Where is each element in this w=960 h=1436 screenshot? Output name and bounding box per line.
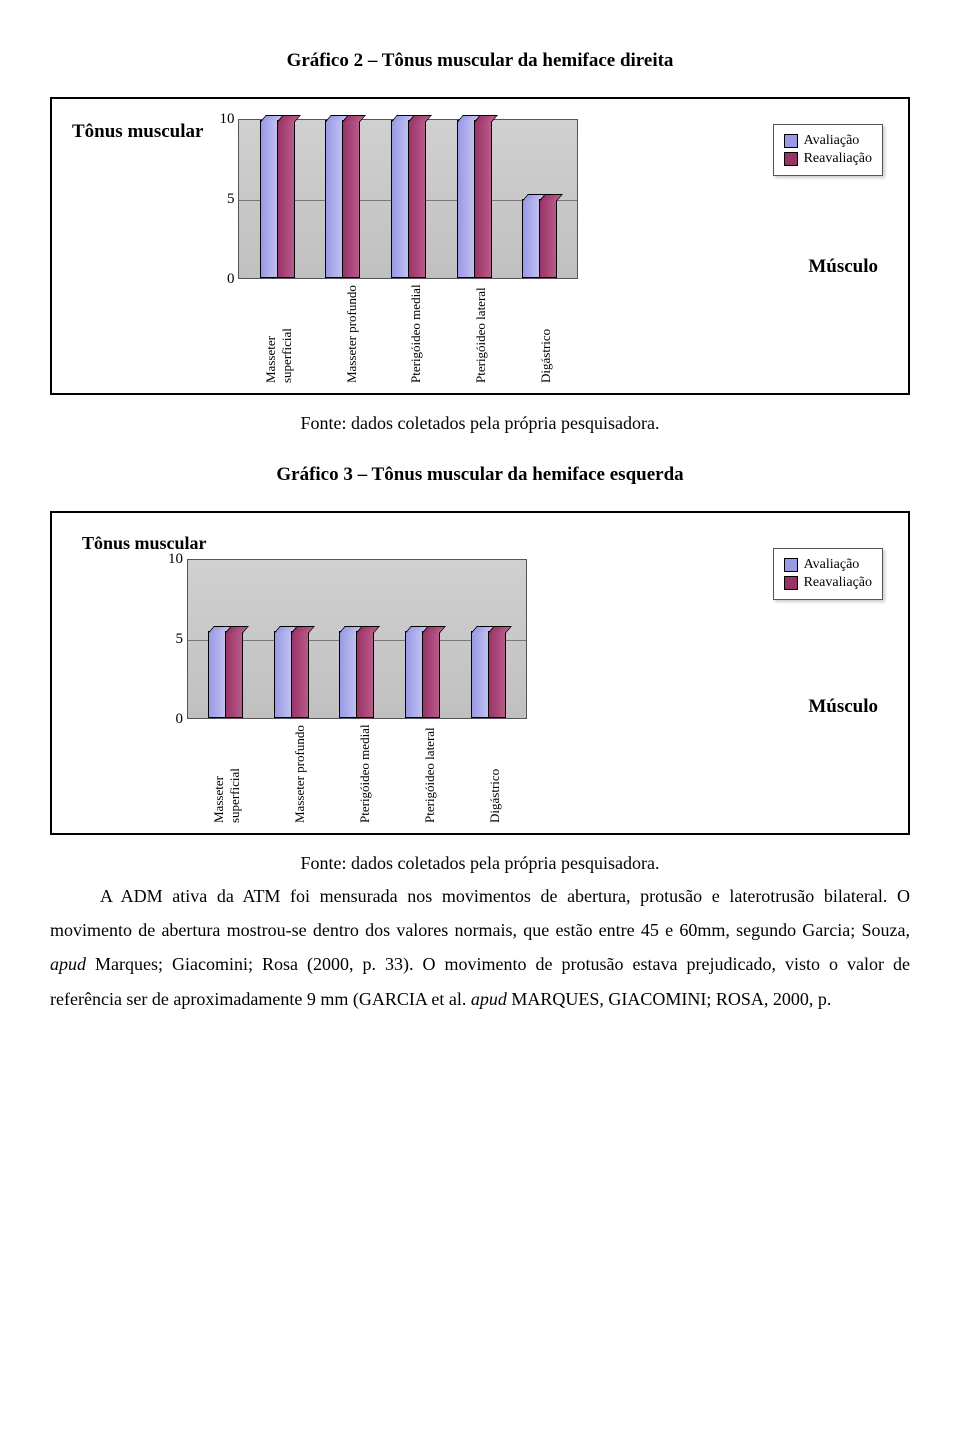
chart2-fonte: Fonte: dados coletados pela própria pesq… <box>50 413 910 434</box>
bar-pair <box>325 120 360 278</box>
x-label: Pterigóideo medial <box>357 723 373 823</box>
chart2-tick-2: 0 <box>227 271 235 288</box>
bar-series-a <box>339 631 357 718</box>
chart3-xlabels: Masseter superficial Masseter profundo Pte… <box>187 719 527 823</box>
bar-series-b <box>291 631 309 718</box>
chart2-tick-1: 5 <box>227 191 235 208</box>
chart3-box: Tônus muscular 10 5 0 Masseter superfici… <box>50 511 910 835</box>
chart2-title: Gráfico 2 – Tônus muscular da hemiface d… <box>50 50 910 72</box>
chart2-legend-label-0: Avaliação <box>804 133 860 149</box>
bar-series-b <box>539 199 557 278</box>
bar-series-a <box>457 120 475 278</box>
bar-series-b <box>356 631 374 718</box>
bar-series-a <box>208 631 226 718</box>
paragraph: A ADM ativa da ATM foi mensurada nos mov… <box>50 879 910 1016</box>
chart2-xlabels: Masseter superficial Masseter profundo Pte… <box>238 279 578 383</box>
chart3-legend-label-1: Reavaliação <box>804 575 872 591</box>
bar-pair <box>339 560 374 718</box>
chart2-legend-swatch-0 <box>784 134 798 148</box>
bar-series-a <box>260 120 278 278</box>
chart3-title: Gráfico 3 – Tônus muscular da hemiface e… <box>50 464 910 486</box>
chart3-plot <box>187 559 527 719</box>
chart3-tick-1: 5 <box>176 631 184 648</box>
bar-series-a <box>471 631 489 718</box>
chart2-plot <box>238 119 578 279</box>
chart2-legend-label-1: Reavaliação <box>804 151 872 167</box>
x-label: Masseter superficial <box>211 723 243 823</box>
x-label: Pterigóideo medial <box>408 283 424 383</box>
chart3-fonte: Fonte: dados coletados pela própria pesq… <box>50 853 910 874</box>
bar-series-b <box>422 631 440 718</box>
chart3-tick-0: 10 <box>168 551 183 568</box>
x-label: Masseter profundo <box>292 723 308 823</box>
bar-series-a <box>391 120 409 278</box>
chart2-box: Tônus muscular 10 5 0 Masseter superfici… <box>50 97 910 395</box>
bar-series-b <box>225 631 243 718</box>
chart2-legend-swatch-1 <box>784 152 798 166</box>
bar-series-a <box>522 199 540 278</box>
chart3-legend-label-0: Avaliação <box>804 557 860 573</box>
chart3-legend: Avaliação Reavaliação <box>773 548 883 600</box>
bar-pair <box>391 120 426 278</box>
bar-pair <box>522 120 557 278</box>
x-label: Masseter superficial <box>263 283 295 383</box>
bar-series-b <box>488 631 506 718</box>
bar-series-b <box>277 120 295 278</box>
chart2-tick-0: 10 <box>219 111 234 128</box>
chart3-legend-swatch-0 <box>784 558 798 572</box>
chart2-y-title: Tônus muscular <box>72 119 213 143</box>
x-label: Digástrico <box>487 723 503 823</box>
bar-series-a <box>325 120 343 278</box>
chart3-tick-2: 0 <box>176 711 184 728</box>
bar-pair <box>457 120 492 278</box>
bar-pair <box>260 120 295 278</box>
bar-pair <box>471 560 506 718</box>
bar-pair <box>208 560 243 718</box>
chart3-legend-swatch-1 <box>784 576 798 590</box>
chart3-x-title: Músculo <box>808 696 878 718</box>
chart2-legend: Avaliação Reavaliação <box>773 124 883 176</box>
bar-series-a <box>274 631 292 718</box>
x-label: Pterigóideo lateral <box>473 283 489 383</box>
x-label: Digástrico <box>538 283 554 383</box>
x-label: Pterigóideo lateral <box>422 723 438 823</box>
bar-pair <box>405 560 440 718</box>
x-label: Masseter profundo <box>344 283 360 383</box>
chart2-x-title: Músculo <box>808 256 878 278</box>
bar-series-a <box>405 631 423 718</box>
bar-pair <box>274 560 309 718</box>
bar-series-b <box>474 120 492 278</box>
bar-series-b <box>342 120 360 278</box>
bar-series-b <box>408 120 426 278</box>
chart3-y-title: Tônus muscular <box>82 533 207 554</box>
